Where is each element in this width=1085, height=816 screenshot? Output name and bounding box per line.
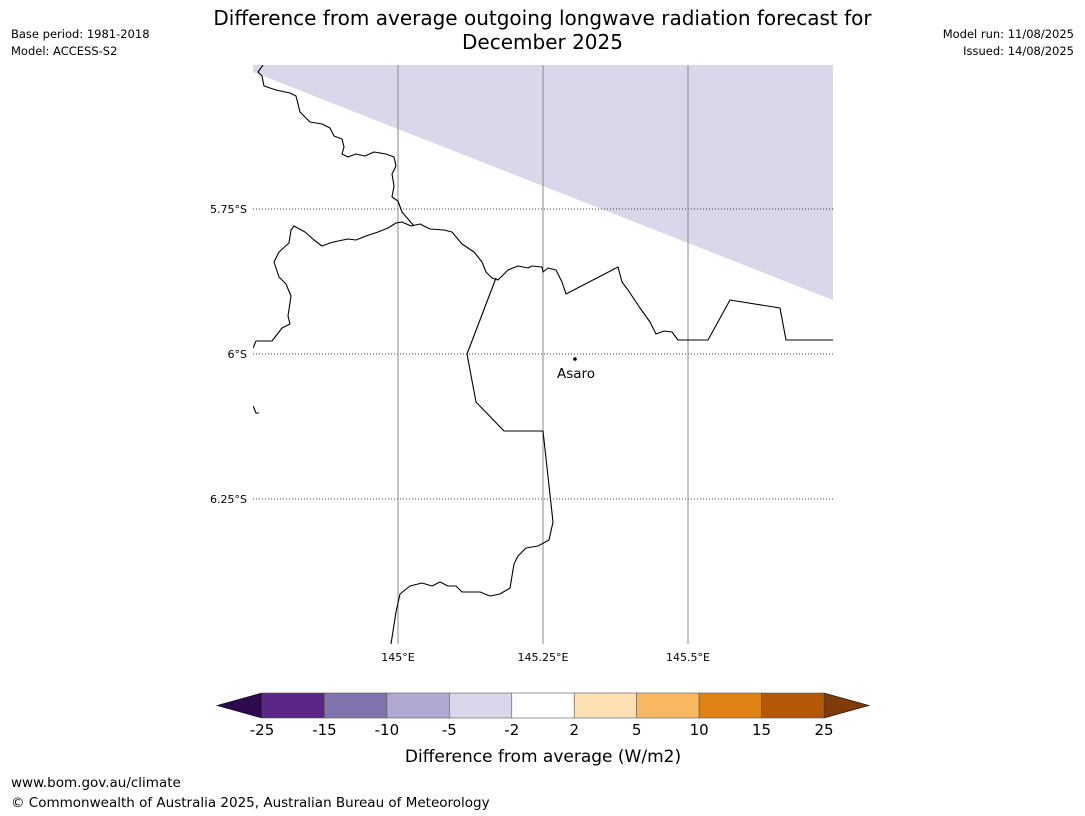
colorbar-tick-label: 2 <box>569 721 579 739</box>
gridlines <box>253 65 833 644</box>
asaro-marker <box>573 357 577 361</box>
lon-label: 145°E <box>381 651 414 664</box>
colorbar-bin <box>636 692 700 719</box>
colorbar-tick-label: 5 <box>632 721 642 739</box>
model-run-text: Model run: 11/08/2025 <box>942 27 1074 41</box>
colorbar-tick-label: 25 <box>814 721 833 739</box>
footer-copyright: © Commonwealth of Australia 2025, Austra… <box>11 795 490 811</box>
title-line-2: December 2025 <box>462 30 623 54</box>
colorbar-tick-label: -15 <box>312 721 337 739</box>
colorbar-bin <box>698 692 762 719</box>
place-label-asaro: Asaro <box>557 366 595 382</box>
boundary-line <box>390 277 554 644</box>
colorbar-above-max-arrow <box>823 692 871 719</box>
title-line-1: Difference from average outgoing longwav… <box>213 6 872 30</box>
colorbar-bin <box>324 692 388 719</box>
colorbar: -25 -15 -10 -5 -2 2 5 10 15 25 Difference from av… <box>215 692 871 767</box>
colorbar-bin <box>761 692 825 719</box>
lat-labels: 5.75°S 6°S 6.25°S <box>210 203 247 506</box>
model-text: Model: ACCESS-S2 <box>11 44 118 58</box>
colorbar-tick-label: 10 <box>690 721 709 739</box>
colorbar-tick-label: -5 <box>442 721 457 739</box>
colorbar-bin <box>511 692 575 719</box>
colorbar-bins <box>261 692 825 719</box>
meta-left: Base period: 1981-2018 Model: ACCESS-S2 <box>11 26 150 60</box>
issued-text: Issued: 14/08/2025 <box>963 44 1074 58</box>
footer-url[interactable]: www.bom.gov.au/climate <box>11 775 181 791</box>
colorbar-bin <box>449 692 513 719</box>
province-boundaries <box>253 65 833 644</box>
colorbar-tick-label: -10 <box>375 721 400 739</box>
colorbar-below-min-arrow <box>215 692 263 719</box>
boundary-line <box>257 65 415 227</box>
meta-right: Model run: 11/08/2025 Issued: 14/08/2025 <box>943 26 1074 60</box>
colorbar-bin <box>261 692 325 719</box>
lat-label: 6.25°S <box>210 493 247 506</box>
lat-label: 5.75°S <box>210 203 247 216</box>
lon-labels: 145°E 145.25°E 145.5°E <box>381 651 710 664</box>
colorbar-tick-label: -25 <box>250 721 275 739</box>
colorbar-label: Difference from average (W/m2) <box>405 747 681 767</box>
colorbar-bin <box>573 692 637 719</box>
chart-title: Difference from average outgoing longwav… <box>180 6 905 54</box>
lon-label: 145.25°E <box>518 651 569 664</box>
colorbar-bin <box>386 692 450 719</box>
boundary-line <box>253 405 259 414</box>
boundary-line <box>253 221 833 349</box>
map-area: Asaro <box>253 65 833 644</box>
lat-label: 6°S <box>228 348 247 361</box>
colorbar-tick-label: 15 <box>752 721 771 739</box>
base-period-text: Base period: 1981-2018 <box>11 27 150 41</box>
lon-label: 145.5°E <box>666 651 710 664</box>
colorbar-ticks: -25 -15 -10 -5 -2 2 5 10 15 25 <box>250 721 834 739</box>
colorbar-tick-label: -2 <box>504 721 519 739</box>
